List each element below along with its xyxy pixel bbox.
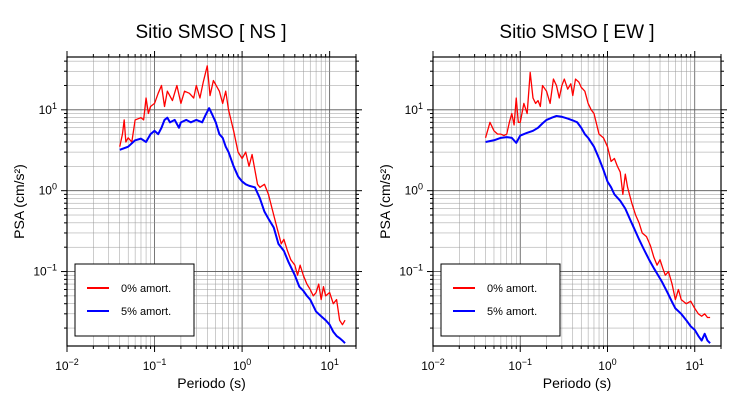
series-line-0pct xyxy=(119,65,346,326)
y-tick-label: 10−1 xyxy=(399,263,423,279)
series-line-0pct xyxy=(484,71,711,319)
legend: 0% amort. 5% amort. xyxy=(74,263,195,337)
legend: 0% amort. 5% amort. xyxy=(440,263,561,337)
plot-frame xyxy=(432,56,722,347)
legend-label: 0% amort. xyxy=(487,283,537,295)
x-tick-label: 100 xyxy=(598,357,616,373)
legend-label: 0% amort. xyxy=(121,283,171,295)
y-tick-label: 101 xyxy=(405,101,423,117)
chart-ew: Sitio SMSO [ EW ] 10−2 10−1 100 101 10−1 100 1… xyxy=(377,22,727,391)
x-tick-label: 10−1 xyxy=(143,357,167,373)
x-tick-label: 101 xyxy=(686,357,704,373)
x-tick-label: 10−2 xyxy=(55,357,79,373)
x-tick-label: 101 xyxy=(320,357,338,373)
legend-label: 5% amort. xyxy=(487,306,537,318)
y-tick-label: 100 xyxy=(39,182,57,198)
legend-label: 5% amort. xyxy=(121,306,171,318)
legend-box xyxy=(440,263,561,337)
y-tick-label: 100 xyxy=(405,182,423,198)
grid xyxy=(61,51,362,352)
y-tick-label: 10−1 xyxy=(33,263,57,279)
x-axis-label: Periodo (s) xyxy=(177,375,245,391)
chart-title: Sitio SMSO [ NS ] xyxy=(136,22,287,43)
x-tick-label: 100 xyxy=(233,357,251,373)
series-line-5pct xyxy=(485,114,711,344)
y-tick-label: 101 xyxy=(39,101,57,117)
x-tick-label: 10−1 xyxy=(508,357,532,373)
plot-frame xyxy=(66,56,357,347)
y-axis-label: PSA (cm/s²) xyxy=(377,164,393,239)
chart-ns: Sitio SMSO [ NS ] 10−2 10−1 100 101 10−1 100 1… xyxy=(11,22,362,391)
series-line-5pct xyxy=(119,107,346,344)
legend-box xyxy=(74,263,195,337)
y-axis-label: PSA (cm/s²) xyxy=(11,164,27,239)
x-tick-label: 10−2 xyxy=(421,357,445,373)
x-axis-label: Periodo (s) xyxy=(543,375,611,391)
chart-title: Sitio SMSO [ EW ] xyxy=(499,22,654,43)
